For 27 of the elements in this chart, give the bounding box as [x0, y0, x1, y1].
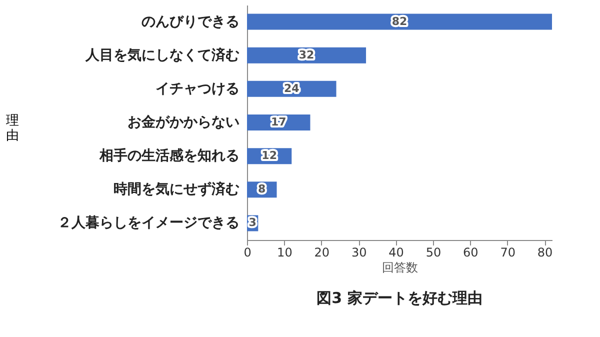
text: 図3 家デートを好む理由: [316, 289, 482, 307]
data-label: 8: [258, 182, 266, 196]
x-tick-label: 60: [463, 246, 478, 260]
x-axis-title: 回答数: [382, 260, 418, 274]
x-tick-label: 70: [500, 246, 516, 260]
y-tick-label: のんびりできる: [142, 14, 240, 30]
data-label: 3: [248, 216, 256, 230]
data-label: 17: [270, 116, 286, 128]
y-tick-label: お金がかからない: [128, 114, 240, 130]
bar: [247, 14, 552, 30]
y-tick-label: 時間を気にせず済む: [114, 180, 240, 198]
x-tick-label: 10: [277, 246, 292, 260]
y-tick-label: 人目を気にしなくて済む: [84, 46, 240, 64]
y-tick-label: ２人暮らしをイメージできる: [58, 215, 240, 232]
x-tick-label: 50: [426, 246, 442, 260]
x-tick-label: 80: [537, 246, 553, 260]
y-axis-title: 理由: [6, 114, 19, 144]
data-label: 32: [298, 48, 314, 62]
y-tick-label: イチャつける: [156, 80, 240, 97]
x-tick-label: 0: [244, 246, 252, 260]
data-label: 24: [284, 82, 300, 95]
x-tick-label: 30: [351, 246, 367, 260]
y-tick-label: 相手の生活感を知れる: [98, 147, 240, 164]
x-tick-label: 20: [314, 246, 330, 260]
data-label: 12: [262, 149, 277, 162]
x-tick-label: 40: [388, 246, 404, 260]
data-label: 82: [392, 14, 408, 28]
